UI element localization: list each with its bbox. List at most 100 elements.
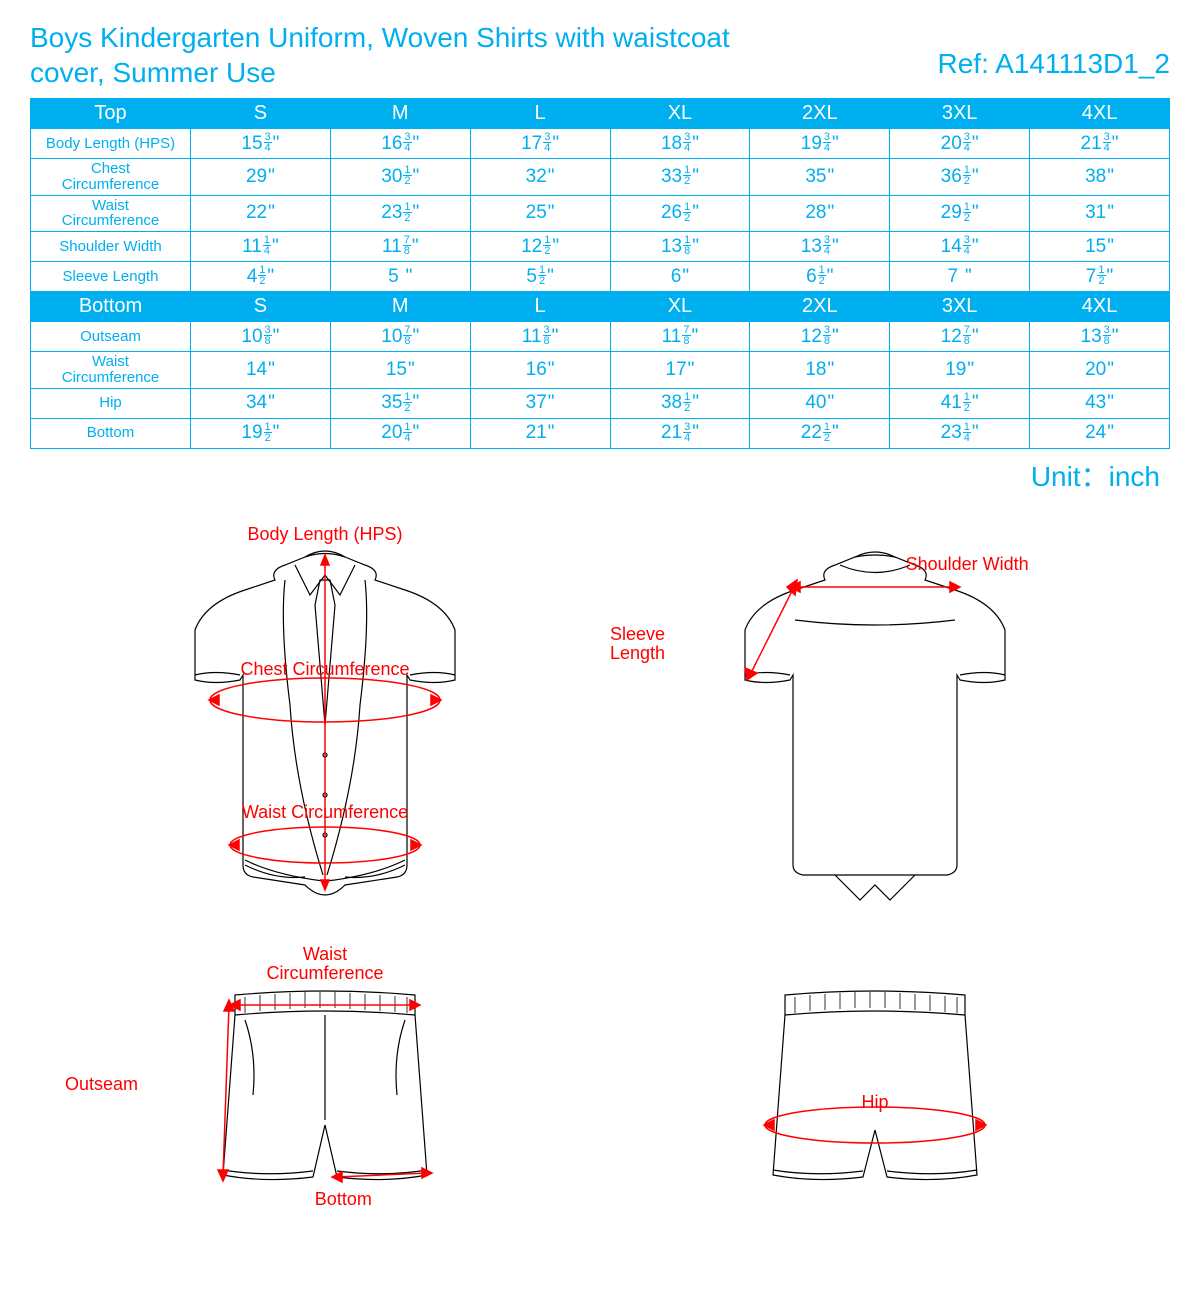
measurement-value: 2014" [330, 418, 470, 448]
measurement-value: 38" [1030, 159, 1170, 196]
shirt-front-diagram: Body Length (HPS) Chest Circumference Wa… [70, 525, 580, 925]
measurement-value: 7" [890, 262, 1030, 292]
measurement-value: 1114" [191, 232, 331, 262]
product-title: Boys Kindergarten Uniform, Woven Shirts … [30, 20, 730, 90]
measurement-value: 34" [191, 388, 331, 418]
measurement-value: 37" [470, 388, 610, 418]
measurement-value: 1334" [750, 232, 890, 262]
reference-number: Ref: A141113D1_2 [938, 20, 1170, 80]
measurement-value: 14" [191, 352, 331, 389]
shirt-back-svg [695, 525, 1055, 925]
measurement-value: 2134" [610, 418, 750, 448]
size-table: TopSMLXL2XL3XL4XLBody Length (HPS)1534"1… [30, 98, 1170, 449]
measurement-value: 512" [470, 262, 610, 292]
header: Boys Kindergarten Uniform, Woven Shirts … [30, 20, 1170, 90]
measurement-value: 1734" [470, 129, 610, 159]
measurement-value: 1078" [330, 322, 470, 352]
measurement-value: 19" [890, 352, 1030, 389]
size-header: 2XL [750, 292, 890, 322]
measurement-label: ChestCircumference [31, 159, 191, 196]
measurement-value: 1278" [890, 322, 1030, 352]
measurement-value: 2034" [890, 129, 1030, 159]
measurement-label: Bottom [31, 418, 191, 448]
waist-label-shorts: WaistCircumference [266, 945, 383, 985]
measurement-value: 1434" [890, 232, 1030, 262]
chest-label: Chest Circumference [240, 660, 409, 680]
sleeve-length-label: SleeveLength [610, 625, 665, 665]
body-length-label: Body Length (HPS) [247, 525, 402, 545]
size-header: L [470, 99, 610, 129]
shorts-back-diagram: Hip [620, 945, 1130, 1245]
measurement-value: 1178" [610, 322, 750, 352]
measurement-value: 1934" [750, 129, 890, 159]
measurement-value: 3312" [610, 159, 750, 196]
garment-diagrams: Body Length (HPS) Chest Circumference Wa… [30, 525, 1170, 1245]
bottom-label: Bottom [315, 1190, 372, 1210]
shirt-front-svg [145, 525, 505, 925]
measurement-value: 2312" [330, 195, 470, 232]
measurement-value: 28" [750, 195, 890, 232]
measurement-value: 2912" [890, 195, 1030, 232]
measurement-value: 20" [1030, 352, 1170, 389]
measurement-value: 1038" [191, 322, 331, 352]
table-section-header: Bottom [31, 292, 191, 322]
measurement-value: 2134" [1030, 129, 1170, 159]
measurement-value: 32" [470, 159, 610, 196]
measurement-value: 17" [610, 352, 750, 389]
size-header: 2XL [750, 99, 890, 129]
measurement-value: 1534" [191, 129, 331, 159]
measurement-value: 1912" [191, 418, 331, 448]
measurement-value: 3612" [890, 159, 1030, 196]
measurement-value: 1138" [470, 322, 610, 352]
measurement-value: 1338" [1030, 322, 1170, 352]
shirt-back-diagram: Shoulder Width SleeveLength [620, 525, 1130, 925]
size-header: 4XL [1030, 99, 1170, 129]
measurement-value: 2612" [610, 195, 750, 232]
hip-label: Hip [861, 1093, 888, 1113]
measurement-label: WaistCircumference [31, 195, 191, 232]
measurement-value: 5" [330, 262, 470, 292]
size-header: 3XL [890, 99, 1030, 129]
measurement-label: Body Length (HPS) [31, 129, 191, 159]
shorts-front-svg [145, 945, 505, 1225]
waist-label-shirt: Waist Circumference [242, 803, 408, 823]
shorts-back-svg [695, 945, 1055, 1225]
measurement-value: 412" [191, 262, 331, 292]
size-header: S [191, 292, 331, 322]
size-header: M [330, 292, 470, 322]
measurement-value: 1212" [470, 232, 610, 262]
size-header: XL [610, 99, 750, 129]
measurement-label: Outseam [31, 322, 191, 352]
measurement-value: 16" [470, 352, 610, 389]
measurement-value: 35" [750, 159, 890, 196]
measurement-value: 3512" [330, 388, 470, 418]
table-section-header: Top [31, 99, 191, 129]
measurement-value: 22" [191, 195, 331, 232]
shorts-front-diagram: WaistCircumference Outseam Bottom [70, 945, 580, 1245]
measurement-value: 4112" [890, 388, 1030, 418]
measurement-value: 18" [750, 352, 890, 389]
measurement-value: 24" [1030, 418, 1170, 448]
measurement-value: 2212" [750, 418, 890, 448]
measurement-value: 21" [470, 418, 610, 448]
measurement-value: 612" [750, 262, 890, 292]
size-header: XL [610, 292, 750, 322]
measurement-label: Shoulder Width [31, 232, 191, 262]
size-header: M [330, 99, 470, 129]
size-chart-document: Boys Kindergarten Uniform, Woven Shirts … [0, 0, 1200, 1265]
measurement-value: 1178" [330, 232, 470, 262]
measurement-value: 2314" [890, 418, 1030, 448]
unit-label: Unit：inch [30, 455, 1170, 495]
measurement-value: 3012" [330, 159, 470, 196]
measurement-value: 15" [330, 352, 470, 389]
measurement-value: 712" [1030, 262, 1170, 292]
measurement-value: 1238" [750, 322, 890, 352]
measurement-value: 15" [1030, 232, 1170, 262]
measurement-value: 25" [470, 195, 610, 232]
measurement-value: 3812" [610, 388, 750, 418]
size-header: 4XL [1030, 292, 1170, 322]
outseam-label: Outseam [65, 1075, 138, 1095]
size-header: S [191, 99, 331, 129]
measurement-label: Sleeve Length [31, 262, 191, 292]
measurement-label: WaistCircumference [31, 352, 191, 389]
